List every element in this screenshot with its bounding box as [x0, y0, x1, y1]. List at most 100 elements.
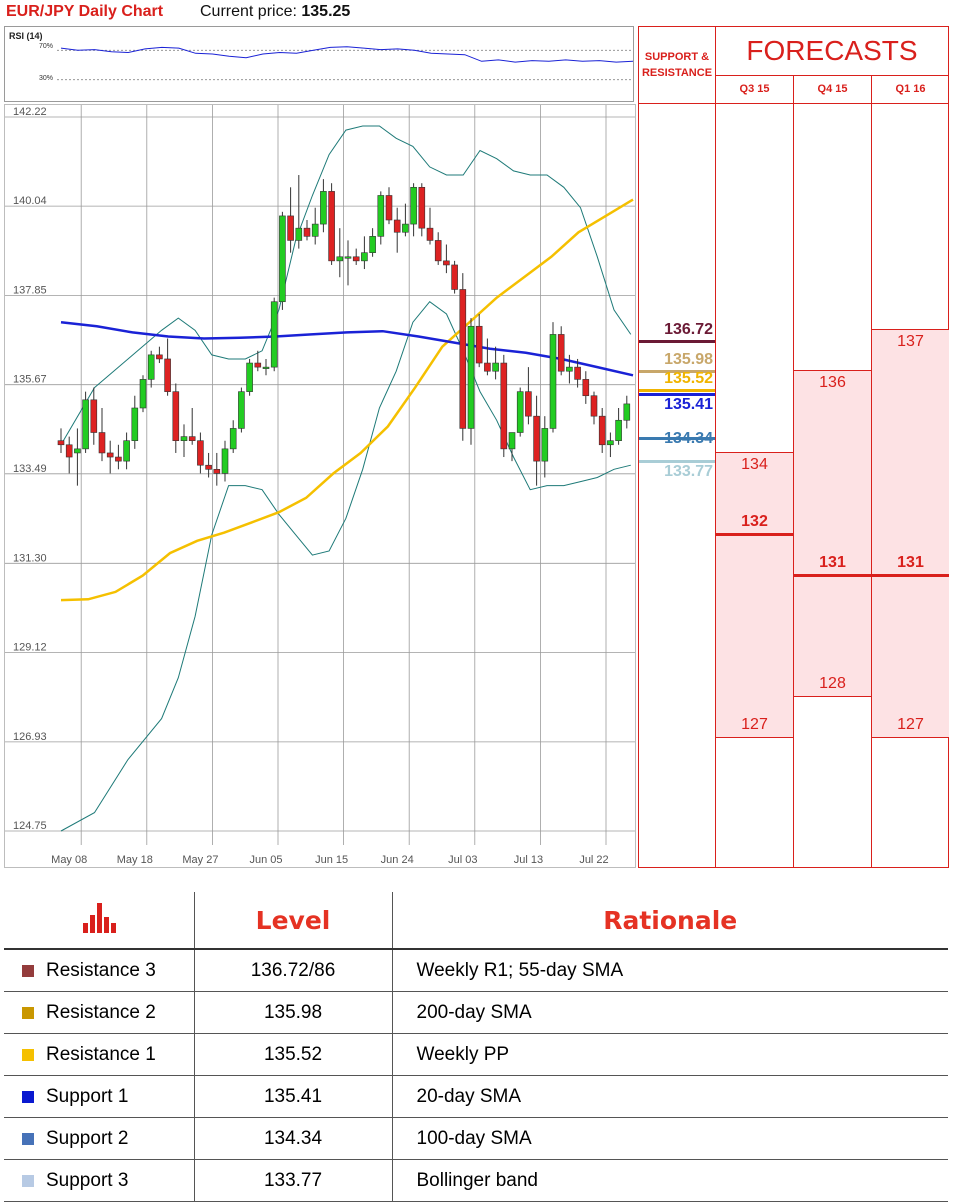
candle-body	[229, 428, 237, 450]
x-tick-label: Jul 13	[514, 854, 543, 866]
candle-body	[328, 191, 335, 262]
candle-body	[475, 325, 483, 364]
candle-body	[393, 219, 401, 233]
candle-body	[590, 395, 598, 417]
candle-body	[115, 456, 122, 462]
candle-body	[246, 362, 253, 392]
y-tick-label: 124.75	[13, 820, 47, 832]
level-name: Support 1	[46, 1085, 129, 1107]
candle-body	[57, 440, 65, 446]
forecast-low: 127	[897, 716, 924, 734]
level-color-swatch	[22, 1090, 34, 1103]
candle-body	[172, 391, 180, 441]
candle-body	[615, 419, 622, 441]
candle-body	[197, 440, 204, 466]
forecast-mid: 132	[741, 512, 768, 530]
level-color-swatch	[22, 1174, 34, 1187]
candle-body	[443, 260, 450, 266]
candle-body	[402, 223, 409, 233]
candle-body	[369, 236, 376, 253]
levels-table-row: Support 3 133.77 Bollinger band	[4, 1159, 948, 1202]
forecast-high: 136	[819, 374, 846, 392]
bollinger-upper-line	[60, 125, 632, 446]
levels-table-row: Support 1 135.41 20-day SMA	[4, 1075, 948, 1118]
y-tick-label: 142.22	[13, 106, 47, 118]
sr-level-line	[639, 460, 715, 464]
level-value-cell: 135.98	[193, 991, 392, 1034]
y-tick-label: 129.12	[13, 641, 47, 653]
rsi-line	[60, 46, 633, 63]
x-tick-label: May 18	[117, 854, 153, 866]
current-price-label: Current price:	[200, 3, 297, 20]
candle-body	[295, 227, 303, 241]
candle-body	[525, 391, 532, 417]
chart-title: EUR/JPY Daily Chart	[6, 3, 164, 20]
level-value-cell: 135.52	[193, 1033, 392, 1076]
candle-body	[106, 452, 114, 458]
levels-table-row: Resistance 3 136.72/86 Weekly R1; 55-day S…	[4, 949, 948, 992]
forecast-mid: 131	[897, 553, 924, 571]
candle-body	[156, 354, 163, 360]
forecast-range	[716, 451, 793, 739]
sr-level-line	[639, 393, 715, 397]
candle-body	[90, 399, 98, 433]
candle-body	[336, 256, 344, 262]
level-rationale-cell: Weekly PP	[391, 1033, 948, 1076]
candle-body	[180, 436, 188, 441]
forecast-column: Q4 15 136 128 131	[794, 75, 872, 867]
rsi-lower-level-label: 30%	[39, 75, 54, 82]
candle-body	[254, 362, 262, 368]
y-tick-label: 126.93	[13, 731, 47, 743]
bollinger-lower-line	[60, 301, 631, 832]
level-name: Support 2	[46, 1127, 129, 1149]
forecast-column-label: Q1 16	[872, 75, 949, 104]
candle-body	[582, 379, 590, 397]
sr-level-value: 134.34	[664, 430, 713, 448]
sma200-line	[60, 198, 634, 602]
bar-chart-icon	[4, 892, 194, 950]
forecast-range	[794, 370, 871, 698]
current-price: Current price: 135.25	[200, 0, 350, 24]
forecast-column: Q3 15 134 127 132	[716, 75, 794, 867]
candle-body	[607, 440, 614, 446]
candle-body	[426, 227, 434, 241]
forecast-range	[872, 329, 949, 739]
levels-table: Level Rationale Resistance 3 136.72/86 Wee…	[4, 892, 948, 1202]
forecast-mid: 131	[819, 553, 846, 571]
candle-body	[361, 252, 368, 262]
forecast-column: Q1 16 137 127 131	[872, 75, 949, 867]
x-tick-label: Jul 22	[579, 854, 608, 866]
level-name: Resistance 1	[46, 1043, 156, 1065]
candle-body	[65, 444, 73, 458]
candle-body	[311, 223, 319, 237]
levels-table-body: Resistance 3 136.72/86 Weekly R1; 55-day S…	[4, 949, 948, 1202]
candle-body	[434, 240, 442, 262]
level-color-swatch	[22, 964, 34, 977]
candle-body	[213, 468, 221, 474]
level-rationale-cell: 20-day SMA	[391, 1075, 948, 1118]
x-tick-label: Jun 05	[249, 854, 282, 866]
level-name-cell: Resistance 1	[4, 1033, 194, 1076]
candle-body	[623, 403, 631, 421]
sr-level-line	[639, 339, 715, 343]
candle-body	[516, 391, 524, 433]
rsi-upper-level-label: 70%	[39, 43, 54, 50]
levels-table-row: Resistance 2 135.98 200-day SMA	[4, 991, 948, 1034]
level-rationale-cell: Weekly R1; 55-day SMA	[391, 949, 948, 992]
candle-body	[270, 301, 278, 368]
levels-table-row: Resistance 1 135.52 Weekly PP	[4, 1033, 948, 1076]
sr-level-line	[639, 388, 715, 392]
rsi-panel: RSI (14) 70% 30%	[4, 26, 634, 102]
level-color-swatch	[22, 1006, 34, 1019]
candle-body	[82, 399, 89, 450]
price-chart-plot: 142.22 140.04 137.85 135.67 133.49 131.30 129.…	[5, 105, 635, 866]
candle-body	[205, 464, 212, 470]
candle-body	[74, 448, 81, 454]
level-rationale-cell: Bollinger band	[391, 1159, 948, 1202]
forecast-high: 134	[741, 455, 768, 473]
x-tick-label: Jun 24	[381, 854, 414, 866]
sr-level-value: 133.77	[664, 463, 713, 481]
level-rationale-cell: 200-day SMA	[391, 991, 948, 1034]
rsi-label: RSI (14)	[9, 31, 43, 41]
levels-table-wrap: Level Rationale Resistance 3 136.72/86 Wee…	[4, 892, 948, 1202]
